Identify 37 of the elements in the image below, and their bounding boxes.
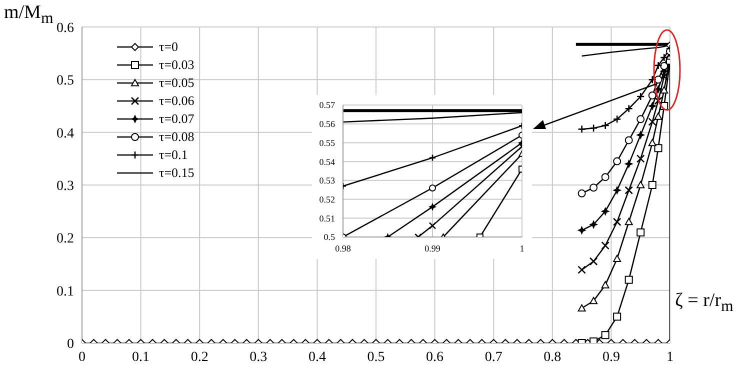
y-tick-label: 0.51 [319, 213, 335, 224]
legend-label: τ=0.08 [159, 129, 194, 145]
x-tick-label: 1 [520, 243, 524, 254]
x-tick-label: 0.6 [426, 350, 444, 365]
y-tick-label: 0.56 [319, 119, 336, 130]
y-tick-label: 0.5 [324, 232, 336, 242]
y-tick-label: 0.1 [56, 284, 74, 300]
y-tick-label: 0 [67, 336, 74, 352]
y-axis-title: m/M$_{m}$ [4, 2, 54, 28]
y-tick-label: 0.5 [56, 74, 74, 89]
x-tick-label: 0.3 [250, 350, 268, 365]
x-tick-label: 0.1 [132, 350, 150, 365]
legend-label: τ=0.07 [159, 111, 194, 127]
y-tick-label: 0.55 [319, 138, 336, 148]
x-tick-label: 0.2 [190, 350, 208, 365]
y-tick-label: 0.6 [56, 20, 74, 36]
x-axis-title: ζ = r/r$_{m}$ [675, 290, 734, 316]
legend-label: τ=0 [159, 39, 178, 55]
x-tick-label: 1 [666, 350, 674, 365]
legend-label: τ=0.06 [159, 93, 194, 109]
legend-label: τ=0.05 [159, 75, 194, 91]
y-tick-label: 0.57 [319, 100, 336, 110]
x-tick-label: 0.8 [544, 350, 562, 365]
legend-label: τ=0.1 [159, 147, 188, 163]
x-tick-label: 0.98 [335, 243, 352, 254]
x-tick-label: 0.7 [484, 350, 502, 365]
y-tick-label: 0.54 [319, 156, 336, 167]
x-tick-label: 0 [78, 350, 86, 365]
x-tick-label: 0.5 [367, 350, 385, 365]
x-tick-label: 0.9 [602, 350, 620, 365]
legend-label: τ=0.03 [159, 57, 194, 73]
legend-label: τ=0.15 [159, 165, 194, 181]
y-tick-label: 0.4 [56, 126, 74, 142]
y-tick-label: 0.3 [56, 178, 74, 194]
y-tick-label: 0.53 [319, 176, 336, 186]
y-tick-label: 0.52 [319, 194, 335, 204]
x-tick-label: 0.99 [424, 243, 441, 254]
